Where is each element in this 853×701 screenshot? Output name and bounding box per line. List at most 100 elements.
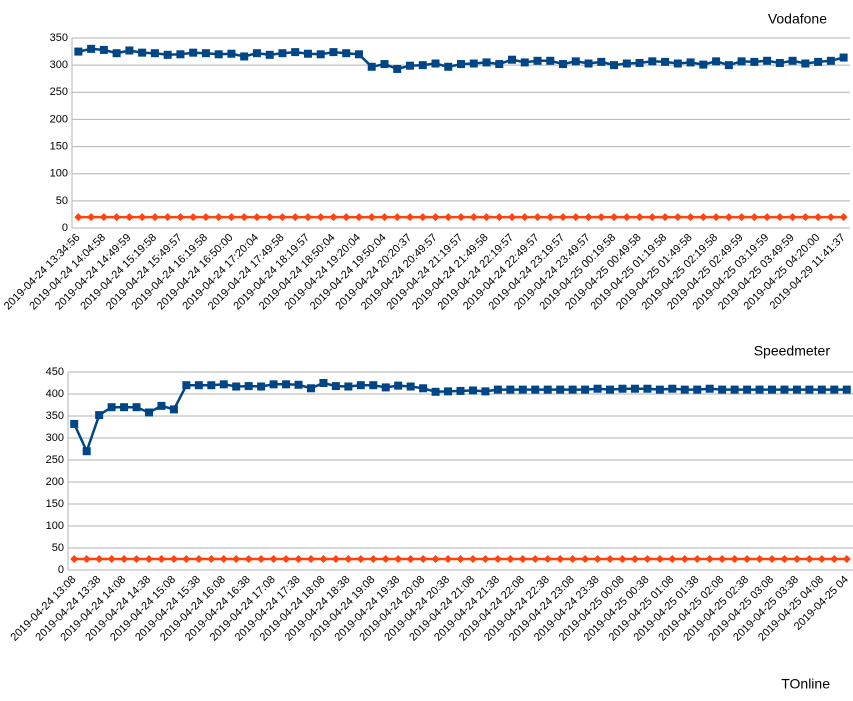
- marker: [493, 385, 502, 394]
- marker: [252, 213, 261, 222]
- marker: [406, 382, 415, 391]
- marker: [354, 50, 363, 59]
- marker: [431, 59, 440, 68]
- y-tick-label: 350: [50, 32, 68, 44]
- marker: [724, 61, 733, 70]
- marker: [693, 555, 702, 563]
- marker: [393, 213, 402, 222]
- marker: [581, 555, 590, 563]
- marker: [686, 213, 695, 222]
- marker: [801, 59, 810, 68]
- marker: [775, 213, 784, 222]
- marker: [610, 61, 619, 70]
- marker: [655, 385, 664, 394]
- marker: [306, 555, 315, 563]
- marker: [331, 555, 340, 563]
- marker: [132, 555, 141, 563]
- marker: [219, 380, 228, 389]
- marker: [705, 384, 714, 393]
- marker: [518, 555, 527, 563]
- marker: [169, 555, 178, 563]
- marker: [495, 213, 504, 222]
- marker: [419, 384, 428, 393]
- y-tick-label: 250: [50, 86, 68, 98]
- marker: [189, 213, 198, 222]
- marker: [508, 213, 517, 222]
- marker: [319, 379, 328, 387]
- marker: [606, 555, 615, 563]
- marker: [201, 213, 210, 222]
- marker: [597, 213, 606, 222]
- marker: [95, 555, 104, 563]
- marker: [381, 555, 390, 563]
- marker: [531, 555, 540, 563]
- marker: [712, 213, 721, 222]
- marker: [520, 213, 529, 222]
- marker: [680, 385, 689, 394]
- marker: [618, 555, 627, 563]
- marker: [635, 58, 644, 67]
- marker: [82, 447, 91, 456]
- marker: [82, 555, 91, 563]
- marker: [826, 56, 835, 65]
- marker: [508, 55, 517, 64]
- marker: [303, 49, 312, 58]
- marker: [506, 385, 515, 394]
- marker: [112, 49, 121, 58]
- marker: [839, 53, 848, 62]
- marker: [661, 213, 670, 222]
- marker: [232, 382, 241, 391]
- marker: [520, 58, 529, 67]
- marker: [354, 213, 363, 222]
- marker: [367, 213, 376, 222]
- marker: [163, 213, 172, 222]
- marker: [559, 213, 568, 222]
- marker: [482, 213, 491, 222]
- marker: [107, 555, 116, 563]
- marker: [817, 555, 826, 563]
- marker: [194, 381, 203, 390]
- marker: [444, 387, 453, 396]
- marker: [593, 555, 602, 563]
- marker: [643, 555, 652, 563]
- marker: [240, 213, 249, 222]
- marker: [655, 555, 664, 563]
- marker: [306, 384, 315, 393]
- marker: [99, 45, 108, 54]
- marker: [278, 49, 287, 58]
- marker: [842, 555, 851, 563]
- marker: [743, 555, 752, 563]
- marker: [533, 213, 542, 222]
- marker: [768, 555, 777, 563]
- marker: [265, 50, 274, 59]
- marker: [381, 383, 390, 392]
- marker: [316, 50, 325, 59]
- marker: [189, 48, 198, 57]
- marker: [176, 50, 185, 59]
- marker: [668, 384, 677, 393]
- y-tick-label: 250: [46, 454, 64, 466]
- marker: [618, 384, 627, 393]
- marker: [95, 411, 104, 420]
- marker: [788, 213, 797, 222]
- marker: [240, 52, 249, 61]
- marker: [730, 555, 739, 563]
- y-tick-label: 0: [58, 564, 64, 576]
- marker: [74, 47, 83, 56]
- marker: [788, 56, 797, 65]
- marker: [444, 62, 453, 71]
- marker: [367, 62, 376, 71]
- marker: [606, 385, 615, 394]
- marker: [622, 59, 631, 68]
- marker: [693, 385, 702, 394]
- marker: [543, 555, 552, 563]
- marker: [775, 58, 784, 67]
- marker: [737, 213, 746, 222]
- marker: [431, 213, 440, 222]
- marker: [755, 385, 764, 394]
- y-tick-label: 300: [46, 432, 64, 444]
- y-tick-label: 50: [52, 542, 64, 554]
- marker: [405, 213, 414, 222]
- marker: [207, 555, 216, 563]
